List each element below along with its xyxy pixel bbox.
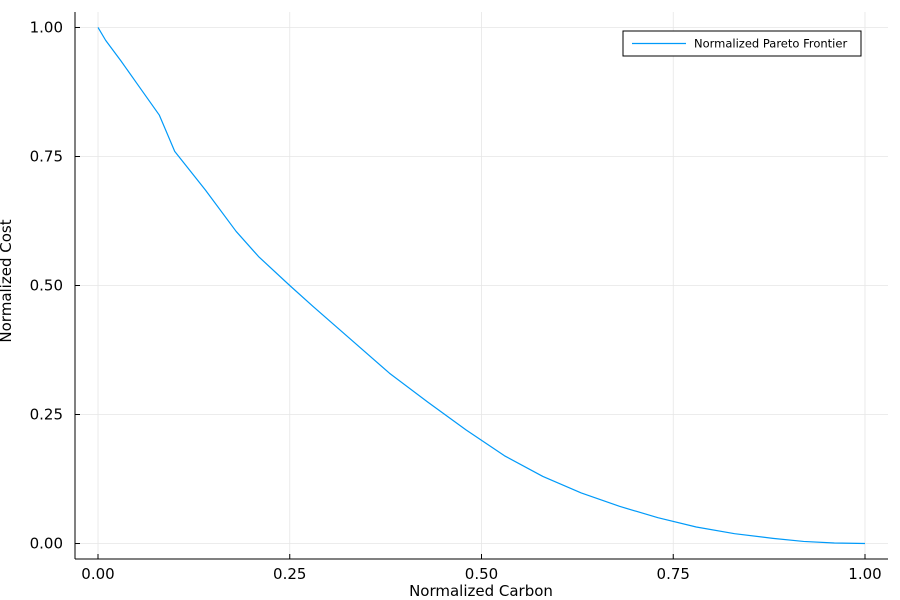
y-axis-label: Normalized Cost [0,219,15,342]
series-layer [97,27,866,545]
y-tick-label: 0.25 [30,406,63,424]
y-tick-label: 0.50 [30,277,63,295]
grid [75,12,888,559]
series-line-pareto-frontier [97,27,866,545]
y-tick-label: 1.00 [30,18,63,36]
legend: Normalized Pareto Frontier [622,30,862,57]
tick-labels: 0.00 0.25 0.50 0.75 1.00 0.00 0.25 0.50 0.75 1.00 [30,18,882,583]
x-tick-label: 0.75 [657,565,690,583]
y-tick-label: 0.00 [30,535,63,553]
y-tick-label: 0.75 [30,147,63,165]
x-tick-label: 0.00 [81,565,114,583]
x-tick-label: 0.25 [273,565,306,583]
x-tick-label: 1.00 [848,565,881,583]
x-tick-label: 0.50 [465,565,498,583]
legend-label: Normalized Pareto Frontier [694,37,847,51]
x-axis-label: Normalized Carbon [409,582,553,600]
